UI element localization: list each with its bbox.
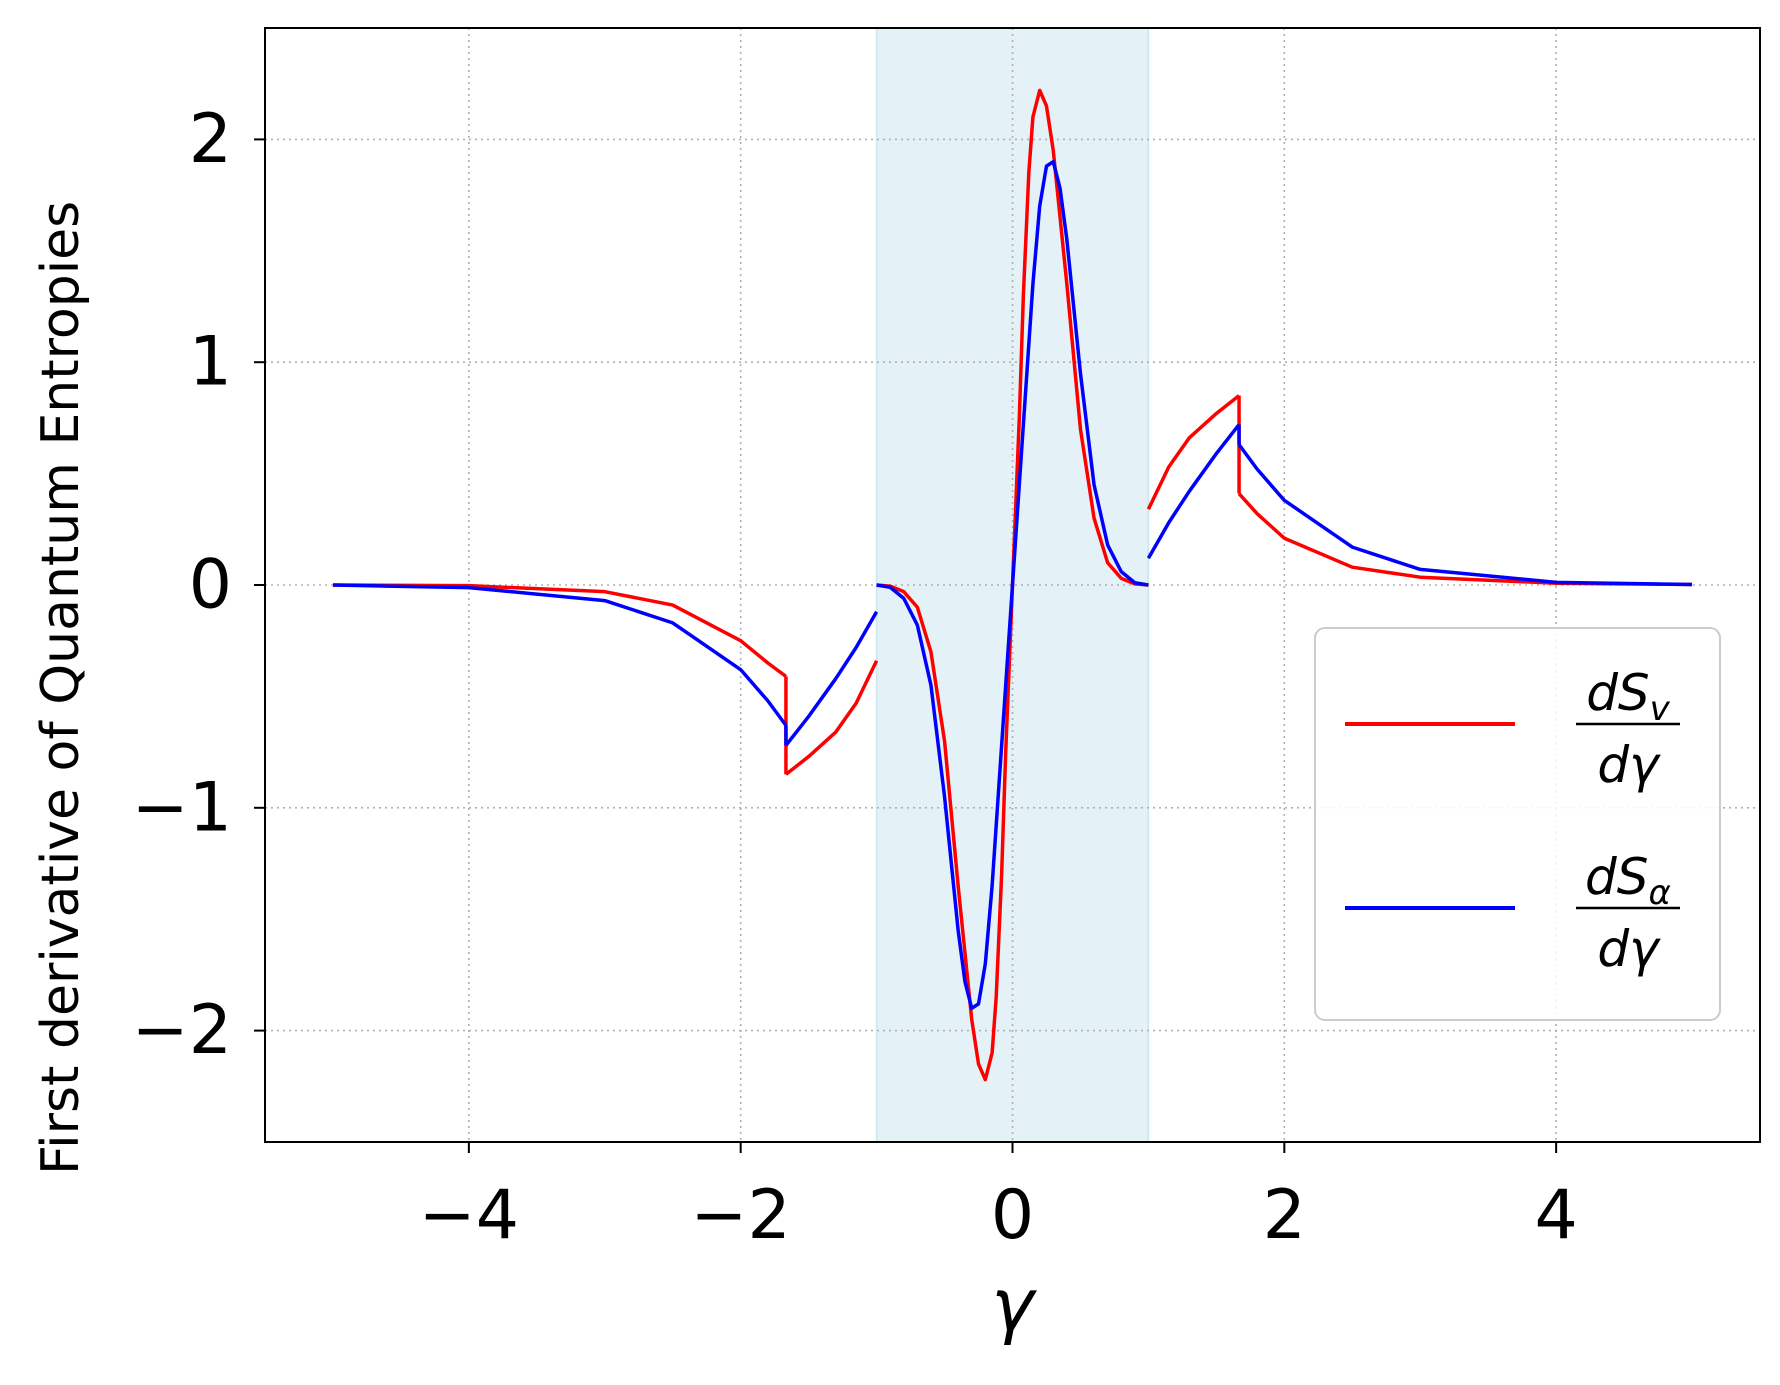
y-tick-label: 1 bbox=[189, 323, 232, 402]
series-2-line-segment bbox=[1237, 443, 1693, 587]
series-1-line-segment bbox=[784, 659, 879, 776]
legend-box bbox=[1314, 627, 1721, 1021]
series-2-line-segment bbox=[1146, 423, 1241, 560]
legend: dSv dγ dSα dγ bbox=[1314, 627, 1721, 1021]
x-tick-label: 0 bbox=[991, 1176, 1034, 1255]
ticks-layer: −4 −2 0 2 4 −2 −1 0 1 2 bbox=[132, 100, 1578, 1255]
legend-label-1-denominator: dγ bbox=[1597, 736, 1661, 794]
y-tick-label: 2 bbox=[189, 100, 232, 179]
series-2-line-segment bbox=[784, 610, 879, 747]
x-tick-label: 2 bbox=[1263, 1176, 1306, 1255]
series-2-line-segment bbox=[332, 583, 788, 727]
y-tick-label: −1 bbox=[132, 768, 232, 847]
x-tick-label: −4 bbox=[419, 1176, 519, 1255]
series-group bbox=[332, 88, 1693, 1082]
series-layer bbox=[332, 88, 1693, 1082]
y-axis-label: First derivative of Quantum Entropies bbox=[31, 201, 91, 1175]
axis-labels-layer: γ First derivative of Quantum Entropies bbox=[31, 201, 1037, 1347]
series-1-line-segment bbox=[332, 583, 787, 678]
series-2-line-segment bbox=[876, 159, 1149, 1011]
series-1-line-segment bbox=[1146, 394, 1241, 511]
legend-label-2-denominator: dγ bbox=[1597, 920, 1661, 978]
legend-label-1-numerator: dSv bbox=[1586, 664, 1670, 729]
legend-label-2-numerator: dSα bbox=[1585, 848, 1671, 913]
y-tick-label: −2 bbox=[132, 991, 232, 1070]
x-axis-label: γ bbox=[991, 1263, 1037, 1347]
y-tick-label: 0 bbox=[189, 546, 232, 625]
x-tick-label: −2 bbox=[691, 1176, 791, 1255]
x-tick-label: 4 bbox=[1535, 1176, 1578, 1255]
